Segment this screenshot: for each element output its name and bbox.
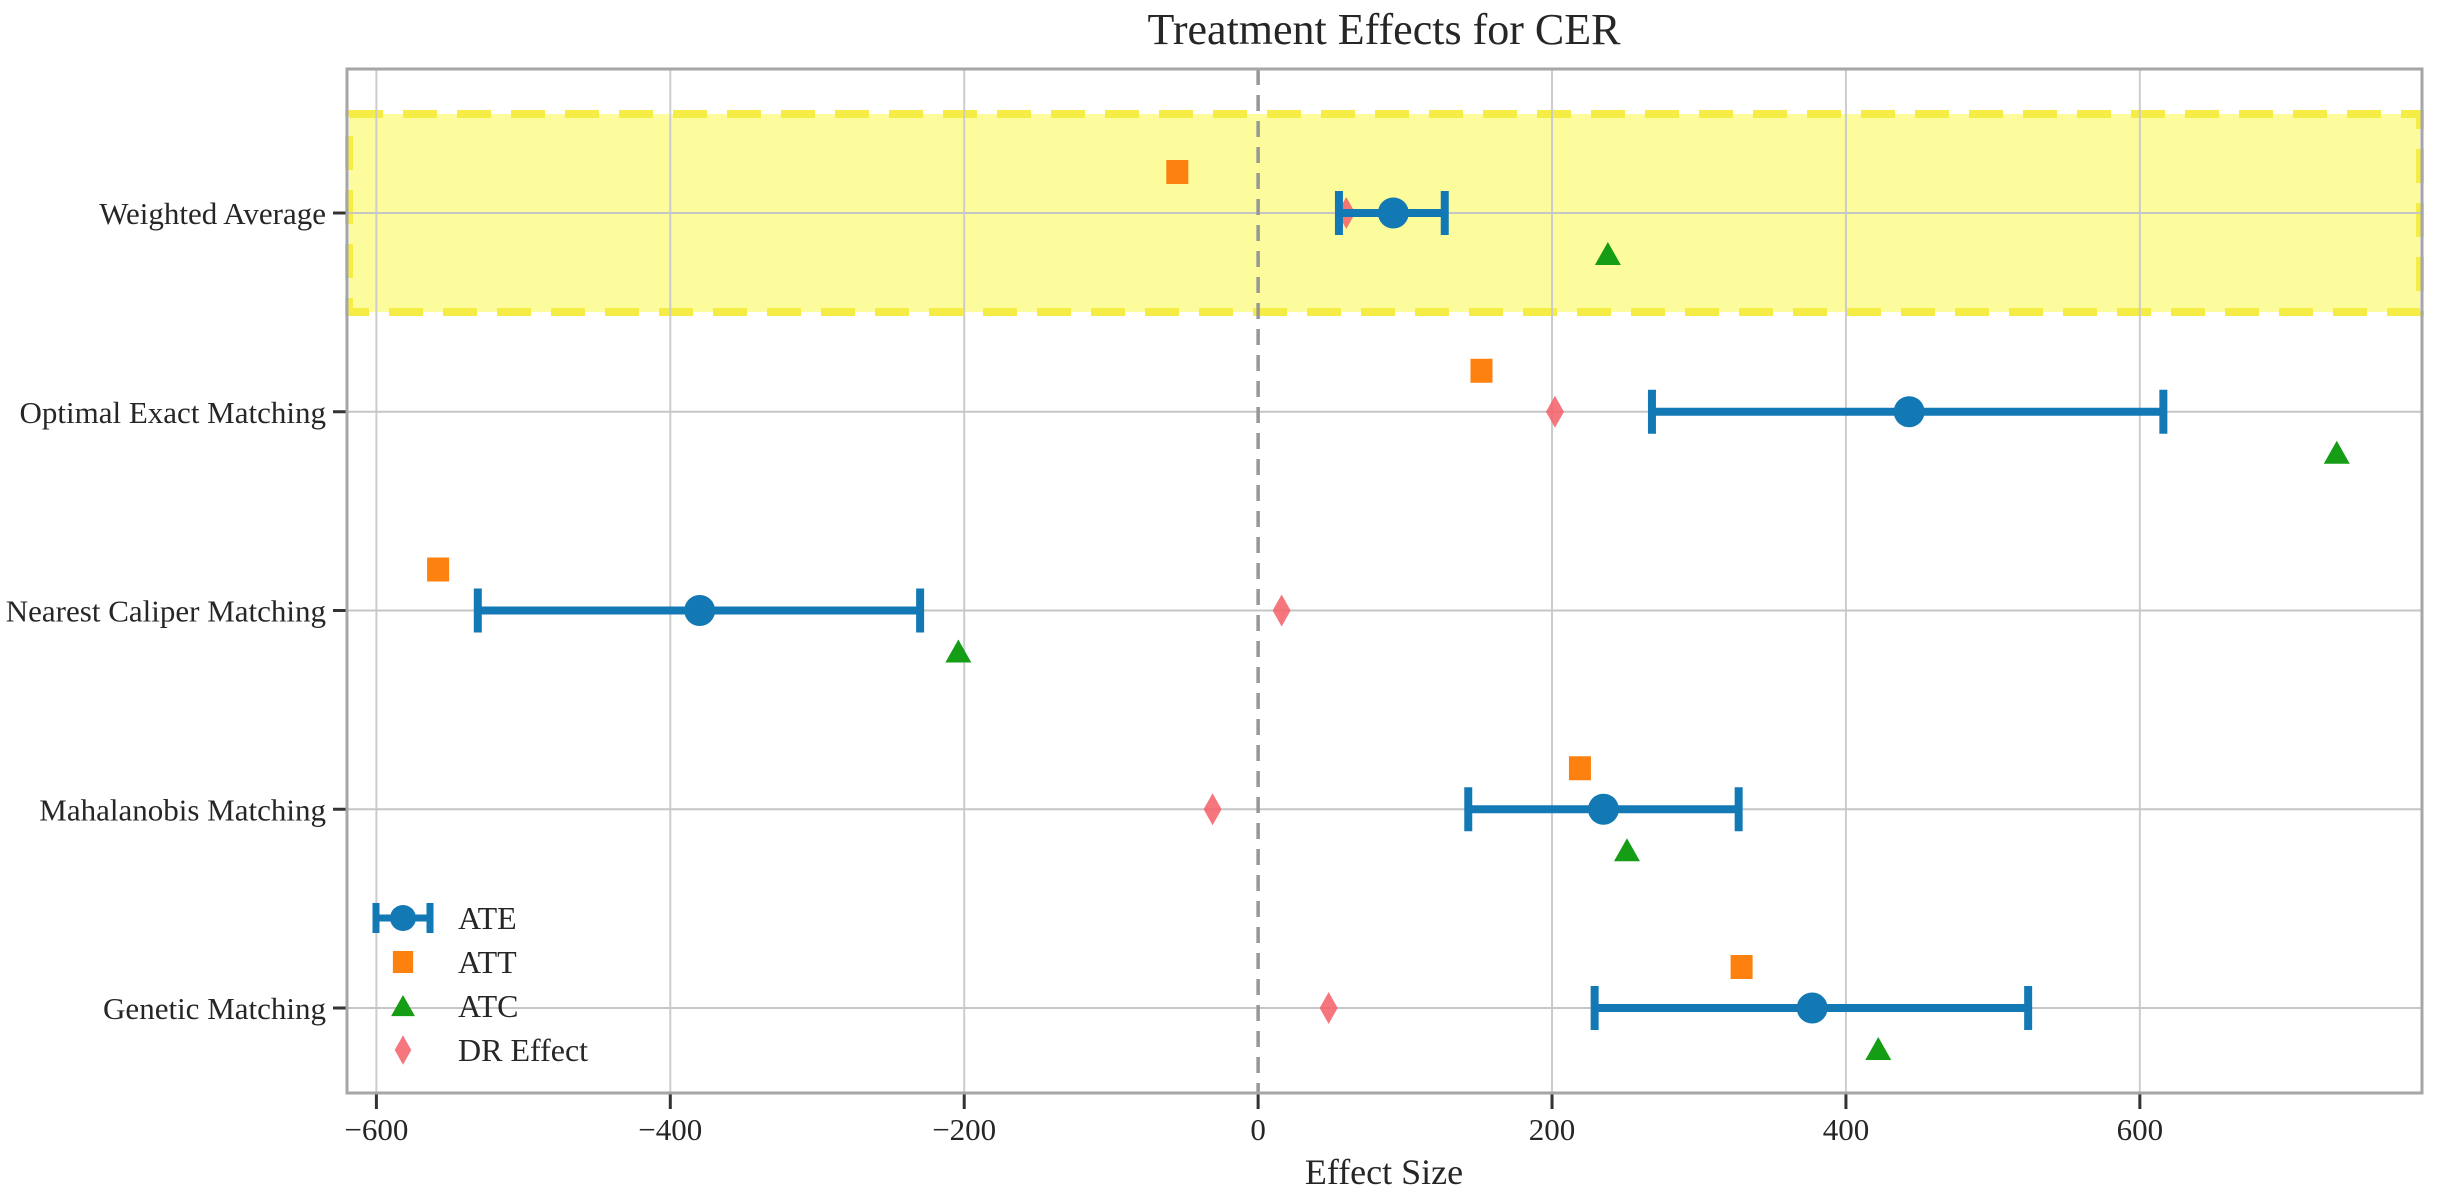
legend-label: DR Effect (458, 1032, 588, 1068)
dr-effect-point (1272, 594, 1291, 627)
legend-item: ATT (392, 944, 517, 980)
x-tick-label: −600 (344, 1112, 408, 1147)
x-tick-label: 600 (2117, 1112, 2164, 1147)
atc-point (2323, 440, 2350, 464)
atc-point (945, 639, 972, 663)
att-marker-icon (392, 950, 414, 974)
atc-point (1865, 1037, 1892, 1060)
dr-effect-point (1203, 793, 1222, 826)
atc-marker-icon (391, 994, 415, 1017)
x-tick-label: −400 (638, 1112, 702, 1147)
legend-label: ATE (458, 900, 517, 936)
x-tick-label: 0 (1250, 1112, 1266, 1147)
legend-item: DR Effect (394, 1032, 588, 1068)
x-tick-label: 200 (1529, 1112, 1576, 1147)
att-point (427, 557, 450, 582)
x-tick-label: −200 (932, 1112, 996, 1147)
att-point (1568, 756, 1591, 781)
plot-border (345, 67, 2424, 1095)
dr-effect-point (1319, 992, 1338, 1024)
y-tick-label: Weighted Average (99, 196, 326, 231)
att-point (1730, 955, 1753, 979)
legend: ATE ATT ATC DR Effect (372, 900, 588, 1068)
legend-item: ATC (391, 988, 518, 1024)
legend-label: ATT (458, 944, 517, 980)
legend-label: ATC (458, 988, 518, 1024)
y-tick-label: Nearest Caliper Matching (6, 594, 326, 629)
atc-point (1594, 242, 1621, 265)
legend-item: ATE (372, 900, 517, 936)
x-axis-label: Effect Size (1305, 1152, 1463, 1192)
atc-point (1613, 838, 1640, 862)
ate-point (1893, 396, 1925, 428)
ate-point (1377, 197, 1409, 229)
axes-layer: −600 −400 −200 0 200 400 600 Weighted Average Op… (6, 67, 2424, 1147)
x-tick-label: 400 (1823, 1112, 1870, 1147)
att-point (1166, 160, 1189, 184)
chart-title: Treatment Effects for CER (1148, 5, 1622, 54)
ate-point (1587, 793, 1619, 825)
ate-point (684, 595, 716, 626)
y-tick-label: Mahalanobis Matching (39, 792, 326, 827)
y-tick-label: Genetic Matching (103, 991, 326, 1026)
y-tick-label: Optimal Exact Matching (20, 395, 326, 430)
dr-effect-marker-icon (394, 1035, 412, 1065)
ate-marker-icon (390, 905, 416, 931)
att-point (1470, 358, 1493, 383)
series-layer (427, 160, 2350, 1060)
dr-effect-point (1545, 395, 1564, 428)
ate-point (1796, 992, 1828, 1024)
